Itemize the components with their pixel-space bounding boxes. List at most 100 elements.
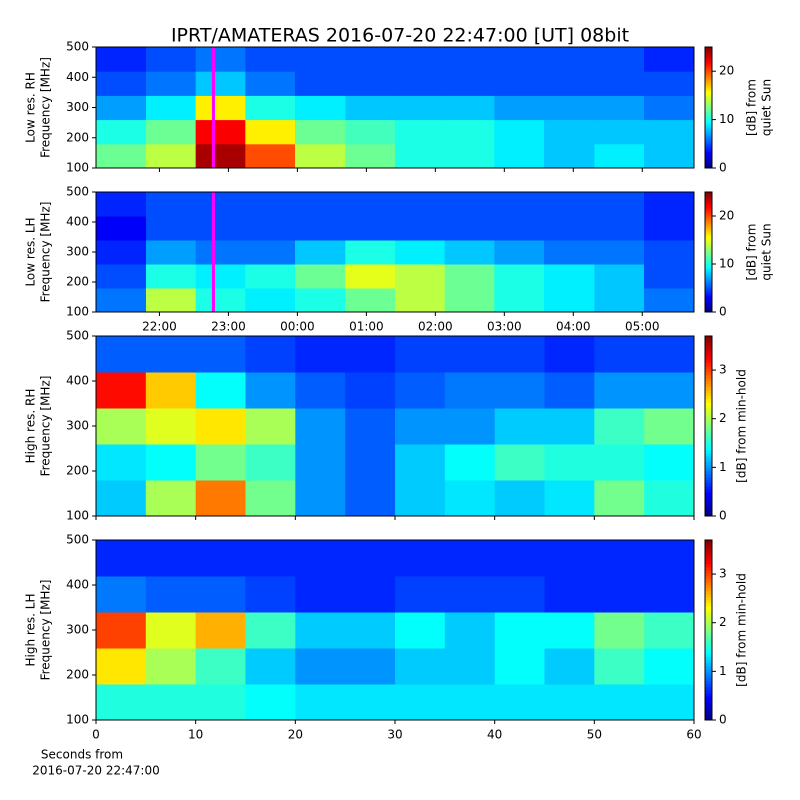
colorbar-swatch — [705, 405, 712, 409]
heatmap-cell — [96, 648, 147, 685]
heatmap-cell — [295, 576, 346, 613]
colorbar-swatch — [705, 274, 712, 277]
colorbar-swatch — [705, 708, 712, 712]
colorbar-swatch — [705, 97, 712, 100]
heatmap-cell — [643, 240, 694, 265]
heatmap-cell — [295, 684, 346, 720]
colorbar-swatch — [705, 684, 712, 688]
colorbar-swatch — [705, 438, 712, 442]
colorbar-swatch — [705, 504, 712, 508]
heatmap-cell — [345, 336, 396, 373]
colorbar-swatch — [705, 196, 712, 199]
colorbar-tick-label: 1 — [719, 664, 727, 678]
heatmap-cell — [345, 648, 396, 685]
colorbar-swatch — [705, 393, 712, 397]
heatmap-cell — [195, 240, 247, 265]
colorbar-swatch — [705, 486, 712, 490]
colorbar-swatch — [705, 402, 712, 406]
colorbar-swatch — [705, 381, 712, 385]
colorbar-swatch — [705, 85, 712, 88]
colorbar-swatch — [705, 218, 712, 221]
heatmap-cell — [294, 143, 346, 168]
colorbar-swatch — [705, 357, 712, 361]
colorbar-swatch — [705, 618, 712, 622]
heatmap-cell — [195, 540, 246, 577]
colorbar-swatch — [705, 417, 712, 421]
heatmap-cell — [245, 612, 296, 649]
colorbar-swatch — [705, 657, 712, 661]
heatmap-cell — [594, 372, 645, 409]
heatmap-cell — [544, 648, 595, 685]
heatmap-cell — [643, 95, 694, 121]
heatmap-cell — [145, 444, 197, 481]
heatmap-cell — [96, 372, 147, 409]
heatmap-cell — [146, 264, 197, 289]
heatmap-cell — [345, 119, 397, 145]
heatmap-cell — [395, 612, 446, 649]
heatmap-cell — [644, 336, 694, 373]
heatmap-cell — [245, 684, 296, 720]
colorbar-swatch — [705, 224, 712, 227]
heatmap-cell — [543, 143, 595, 168]
heatmap-cell — [594, 216, 646, 241]
colorbar-swatch — [705, 242, 712, 245]
colorbar-swatch — [705, 220, 712, 223]
heatmap-cell — [295, 372, 346, 409]
heatmap-cell — [395, 684, 446, 720]
heatmap-cell — [345, 288, 397, 312]
heatmap-cell — [544, 372, 595, 409]
colorbar-swatch — [705, 290, 712, 293]
colorbar-swatch — [705, 232, 712, 235]
colorbar-swatch — [705, 651, 712, 655]
colorbar-swatch — [705, 111, 712, 114]
colorbar-swatch — [705, 135, 712, 139]
colorbar-swatch — [705, 67, 712, 70]
colorbar-swatch — [705, 105, 712, 108]
heatmap-cell — [543, 47, 595, 72]
heatmap-cell — [594, 119, 646, 145]
colorbar-swatch — [705, 57, 712, 60]
heatmap-cell — [444, 119, 496, 145]
colorbar-swatch — [705, 151, 712, 155]
colorbar-swatch — [705, 663, 712, 667]
colorbar-tick-label: 3 — [719, 363, 727, 377]
colorbar-swatch — [705, 345, 712, 349]
colorbar-swatch — [705, 206, 712, 209]
colorbar-swatch — [705, 336, 712, 340]
heatmap-cell — [295, 336, 346, 373]
heatmap-cell — [345, 143, 397, 168]
heatmap-cell — [494, 540, 545, 577]
colorbar-swatch — [705, 127, 712, 131]
colorbar-swatch — [705, 129, 712, 133]
heatmap-cell — [643, 288, 694, 312]
heatmap-cell — [345, 684, 396, 720]
colorbar-swatch — [705, 155, 712, 159]
y-tick-label: 400 — [66, 215, 89, 229]
heatmap-cell — [195, 684, 246, 720]
colorbar-swatch — [705, 71, 712, 74]
heatmap-cell — [294, 71, 346, 96]
colorbar-swatch — [705, 546, 712, 550]
colorbar-swatch — [705, 87, 712, 90]
colorbar-swatch — [705, 363, 712, 367]
colorbar-swatch — [705, 294, 712, 297]
heatmap-cell — [195, 576, 246, 613]
colorbar-swatch — [705, 304, 712, 307]
heatmap-cell — [96, 240, 147, 265]
colorbar-swatch — [705, 573, 712, 577]
colorbar-swatch — [705, 612, 712, 616]
heatmap-cell — [444, 576, 496, 613]
heatmap-cell — [146, 240, 197, 265]
heatmap-cell — [345, 444, 396, 481]
colorbar-tick-label: 1 — [719, 460, 727, 474]
heatmap — [96, 540, 694, 720]
colorbar-swatch — [705, 119, 712, 123]
heatmap-cell — [395, 336, 446, 373]
colorbar-tick-label: 0 — [719, 305, 727, 319]
colorbar-swatch — [705, 248, 712, 251]
heatmap-cell — [96, 480, 147, 516]
heatmap-cell — [345, 540, 396, 577]
heatmap-cell — [644, 684, 694, 720]
y-tick-label: 200 — [66, 464, 89, 478]
heatmap-cell — [345, 612, 396, 649]
